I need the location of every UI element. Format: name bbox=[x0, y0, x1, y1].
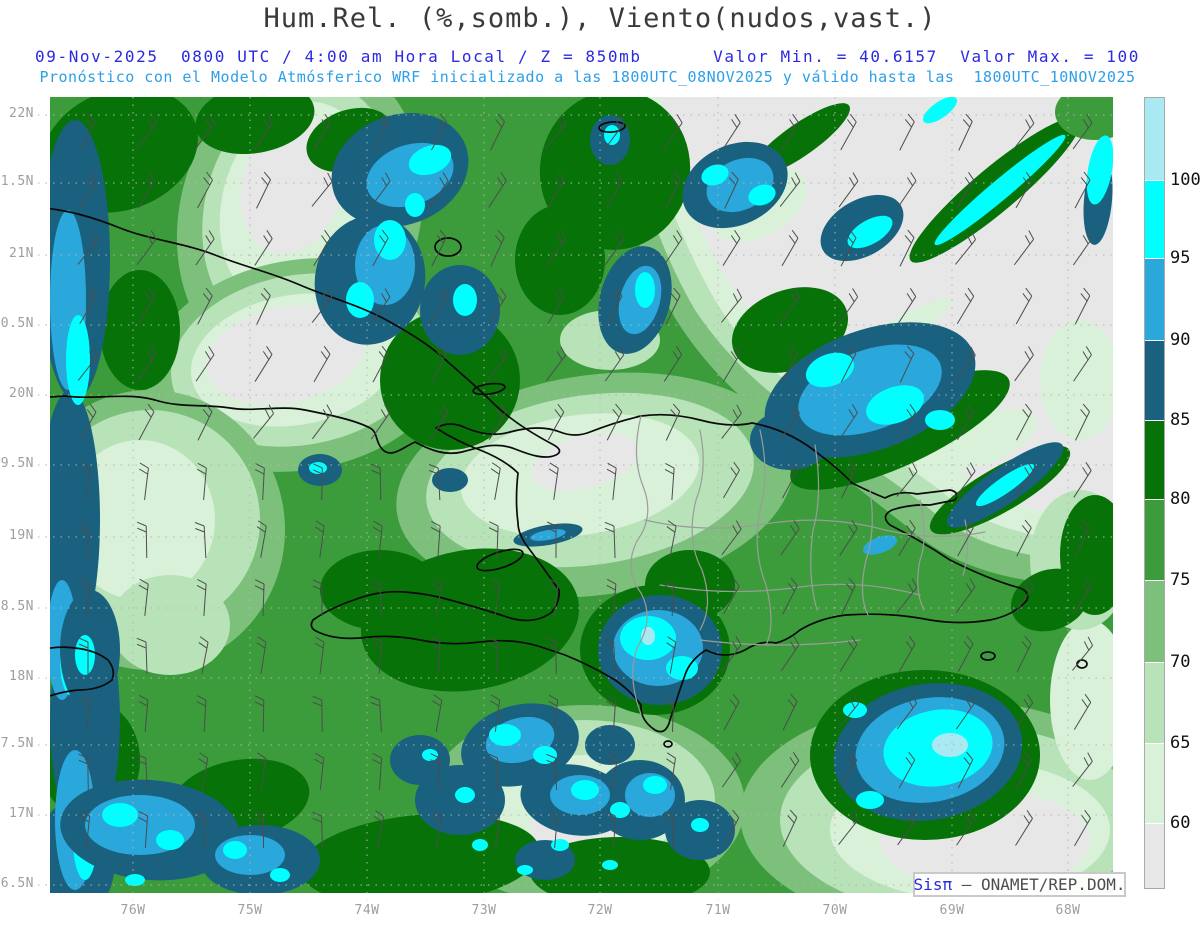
humidity-colorbar bbox=[1144, 97, 1165, 889]
jamaica-coastline bbox=[50, 646, 115, 697]
y-tick-label: 19N bbox=[9, 528, 34, 543]
colorbar-segment bbox=[1145, 580, 1164, 662]
colorbar-segment bbox=[1145, 662, 1164, 743]
colorbar-segment bbox=[1145, 743, 1164, 823]
colorbar-label: 65 bbox=[1170, 733, 1191, 753]
y-tick-label: 21N bbox=[9, 246, 34, 261]
colorbar-label: 60 bbox=[1170, 813, 1191, 833]
colorbar-label: 95 bbox=[1170, 248, 1191, 268]
min-max-values: Valor Min. = 40.6157 Valor Max. = 100 bbox=[713, 47, 1140, 66]
x-tick-label: 76W bbox=[120, 903, 146, 918]
y-tick-label: 8.5N bbox=[0, 599, 34, 614]
colorbar-label: 85 bbox=[1170, 410, 1191, 430]
valid-time-line: 09-Nov-2025 0800 UTC / 4:00 am Hora Loca… bbox=[35, 47, 1140, 66]
y-tick-label: 17N bbox=[9, 806, 34, 821]
x-tick-label: 69W bbox=[939, 903, 965, 918]
y-tick-label: 22N bbox=[9, 106, 34, 121]
colorbar-segment bbox=[1145, 499, 1164, 580]
sispi-logo: Sisπ bbox=[913, 875, 953, 894]
colorbar-segment bbox=[1145, 180, 1164, 258]
map-title: Hum.Rel. (%,somb.), Viento(nudos,vast.) bbox=[263, 3, 937, 34]
colorbar-segment bbox=[1145, 258, 1164, 340]
tortue-island bbox=[472, 382, 506, 396]
colorbar-segment bbox=[1145, 823, 1164, 888]
colorbar-label: 100 bbox=[1170, 170, 1200, 190]
humidity-fill-layer bbox=[50, 97, 1113, 893]
x-tick-label: 71W bbox=[705, 903, 731, 918]
x-tick-label: 75W bbox=[237, 903, 263, 918]
colorbar-segment bbox=[1145, 98, 1164, 180]
bahamas-islet bbox=[598, 121, 626, 133]
coastlines bbox=[50, 121, 1088, 748]
x-tick-label: 73W bbox=[471, 903, 497, 918]
inagua-island bbox=[434, 237, 462, 257]
cuba-coastline bbox=[50, 207, 561, 458]
y-tick-label: 18N bbox=[9, 669, 34, 684]
x-tick-label: 72W bbox=[587, 903, 613, 918]
colorbar-label: 70 bbox=[1170, 652, 1191, 672]
y-tick-label: 1.5N bbox=[0, 174, 34, 189]
y-tick-label: 0.5N bbox=[0, 316, 34, 331]
colorbar-label: 75 bbox=[1170, 570, 1191, 590]
wind-barb-layer bbox=[77, 113, 1094, 849]
valid-time-text: 09-Nov-2025 0800 UTC / 4:00 am Hora Loca… bbox=[35, 47, 642, 66]
colorbar-segment bbox=[1145, 420, 1164, 499]
beata-island bbox=[663, 740, 673, 748]
colorbar-segment bbox=[1145, 340, 1164, 420]
model-init-line: Pronóstico con el Modelo Atmósferico WRF… bbox=[39, 68, 1136, 86]
y-tick-label: 9.5N bbox=[0, 456, 34, 471]
y-tick-label: 6.5N bbox=[0, 876, 34, 891]
y-tick-label: 7.5N bbox=[0, 736, 34, 751]
x-tick-label: 74W bbox=[354, 903, 380, 918]
x-tick-label: 68W bbox=[1055, 903, 1081, 918]
province-borders bbox=[630, 415, 986, 715]
saona-island bbox=[980, 651, 996, 661]
attribution-box: Sisπ – ONAMET/REP.DOM. bbox=[913, 872, 1126, 897]
attribution-text: – ONAMET/REP.DOM. bbox=[952, 875, 1126, 894]
y-tick-label: 20N bbox=[9, 386, 34, 401]
x-tick-label: 70W bbox=[822, 903, 848, 918]
colorbar-label: 80 bbox=[1170, 489, 1191, 509]
colorbar-label: 90 bbox=[1170, 330, 1191, 350]
